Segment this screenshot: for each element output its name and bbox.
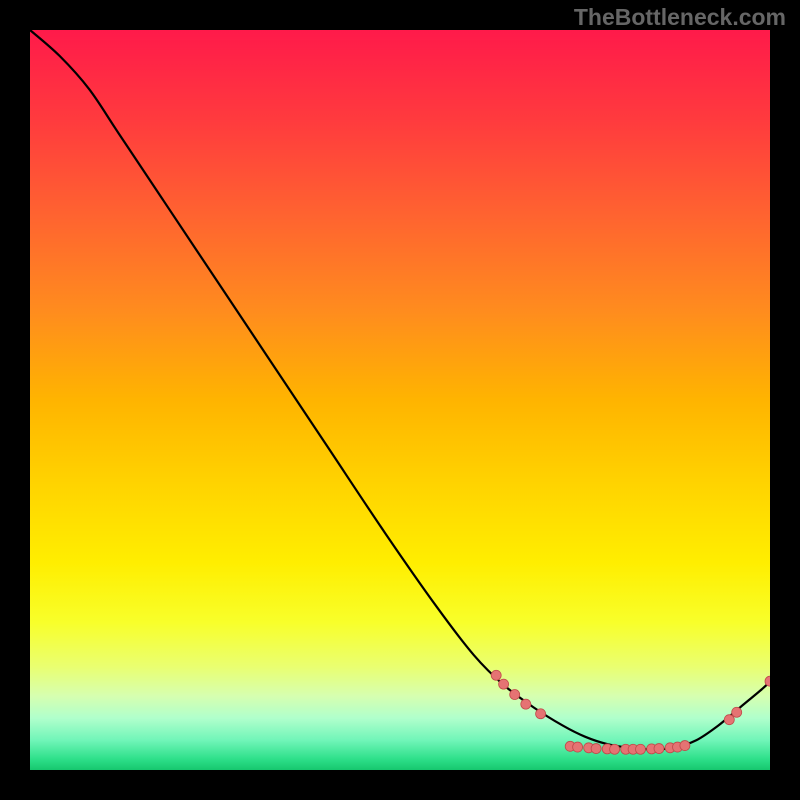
data-marker (536, 709, 546, 719)
data-marker (610, 744, 620, 754)
data-marker (573, 742, 583, 752)
data-marker (591, 744, 601, 754)
chart-plot-area (30, 30, 770, 770)
watermark-text: TheBottleneck.com (574, 4, 786, 31)
data-marker (732, 707, 742, 717)
bottleneck-curve (30, 30, 770, 749)
data-marker (680, 741, 690, 751)
chart-svg-layer (30, 30, 770, 770)
data-marker (724, 715, 734, 725)
data-marker (521, 699, 531, 709)
data-marker (499, 679, 509, 689)
data-marker (654, 744, 664, 754)
marker-group (491, 670, 770, 754)
data-marker (510, 690, 520, 700)
data-marker (636, 744, 646, 754)
data-marker (491, 670, 501, 680)
